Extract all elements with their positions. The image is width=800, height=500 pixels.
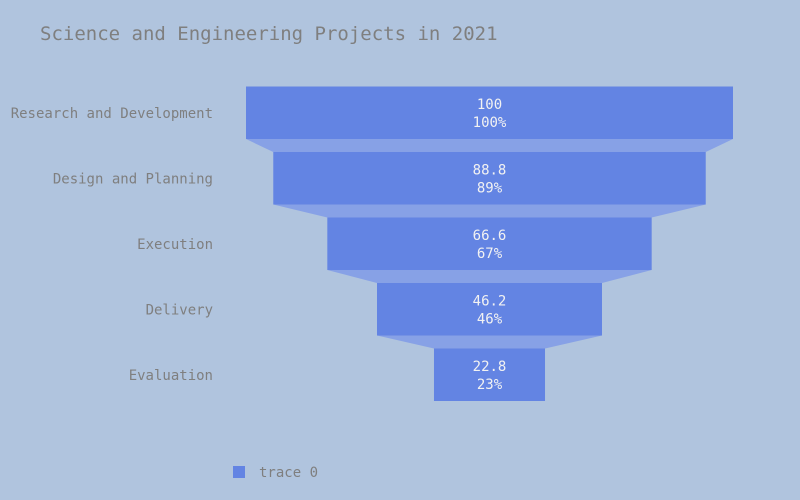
value-label: 66.6 (473, 228, 507, 244)
percent-label: 23% (477, 377, 503, 393)
percent-label: 100% (473, 115, 507, 131)
percent-label: 89% (477, 180, 503, 196)
funnel-connector (273, 204, 706, 218)
funnel-bar[interactable] (273, 152, 706, 205)
value-label: 88.8 (473, 162, 507, 178)
percent-label: 46% (477, 311, 503, 327)
category-label: Design and Planning (53, 171, 213, 187)
funnel-connectors (246, 139, 733, 349)
percent-label: 67% (477, 246, 503, 262)
funnel-bar[interactable] (246, 86, 733, 140)
funnel-connector (246, 139, 733, 152)
category-label: Delivery (146, 302, 213, 318)
funnel-bar[interactable] (433, 348, 546, 402)
value-label: 46.2 (473, 293, 507, 309)
legend-swatch[interactable] (233, 466, 245, 478)
funnel-connector (377, 335, 602, 349)
category-labels: Research and Development Design and Plann… (11, 106, 213, 384)
value-label: 100 (477, 97, 502, 113)
category-label: Execution (137, 237, 213, 253)
funnel-bar[interactable] (327, 217, 652, 271)
category-label: Research and Development (11, 106, 213, 122)
legend[interactable]: trace 0 (233, 465, 318, 481)
funnel-bar[interactable] (377, 283, 602, 336)
funnel-bars (246, 86, 733, 402)
value-label: 22.8 (473, 359, 507, 375)
funnel-connector (327, 270, 652, 283)
legend-label[interactable]: trace 0 (259, 465, 318, 481)
value-labels: 100 100% 88.8 89% 66.6 67% 46.2 46% 22.8 23% (473, 97, 507, 393)
category-label: Evaluation (129, 368, 213, 384)
chart-title: Science and Engineering Projects in 2021 (40, 23, 498, 45)
